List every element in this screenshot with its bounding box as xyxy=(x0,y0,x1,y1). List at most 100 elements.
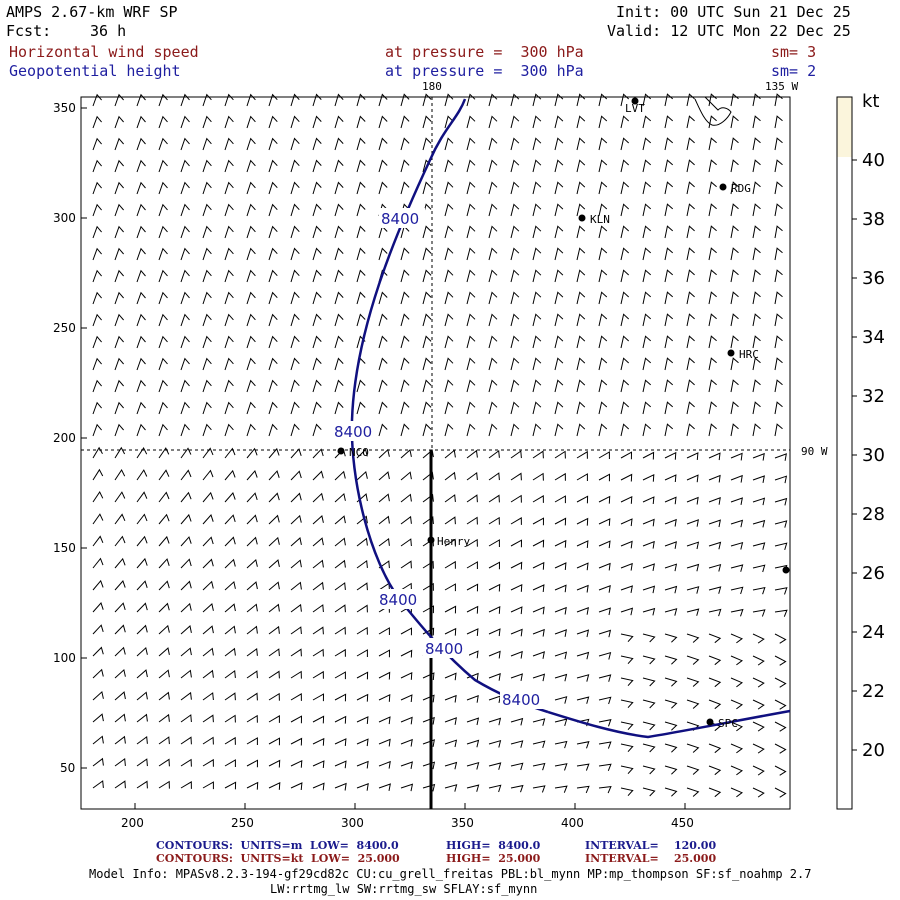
wind-barb xyxy=(180,181,190,195)
wind-barb xyxy=(246,492,258,503)
wind-barb xyxy=(92,624,104,635)
wind-barb xyxy=(664,137,674,151)
wind-barb xyxy=(290,423,300,437)
wind-barb xyxy=(158,713,170,723)
wind-barb xyxy=(576,181,586,195)
wind-barb xyxy=(466,181,476,195)
wind-barb xyxy=(378,649,391,658)
wind-barb xyxy=(488,137,498,151)
wind-barb xyxy=(510,450,522,459)
wind-barb xyxy=(136,780,148,789)
wind-barb xyxy=(444,627,457,636)
wind-barb xyxy=(708,563,722,572)
colorbar-label-38: 38 xyxy=(862,209,885,230)
wind-barb xyxy=(202,491,214,503)
wind-barb xyxy=(488,516,500,525)
wind-barb xyxy=(92,780,104,789)
wind-barb xyxy=(510,628,523,637)
wind-barb xyxy=(466,761,480,770)
wind-barb xyxy=(620,495,633,504)
wind-barb xyxy=(510,740,524,748)
forecast-hour: 36 h xyxy=(90,22,127,40)
wind-barb xyxy=(488,225,498,239)
wind-barb xyxy=(774,401,783,415)
wind-barb xyxy=(620,115,630,129)
wind-barb xyxy=(752,423,761,437)
wind-barb xyxy=(620,473,633,482)
wind-barb xyxy=(708,452,721,461)
wind-barb xyxy=(224,647,236,657)
wind-barb xyxy=(268,559,280,569)
wind-barb xyxy=(774,159,783,173)
wind-barb xyxy=(334,715,347,724)
field2-level: at pressure = 300 hPa xyxy=(385,62,584,80)
wind-barb xyxy=(620,225,630,239)
wind-barb xyxy=(356,181,366,195)
wind-barb xyxy=(378,783,391,791)
wind-barb xyxy=(664,423,674,437)
wind-barb xyxy=(400,225,410,239)
wind-barb xyxy=(532,495,544,503)
wind-barb xyxy=(114,735,126,745)
wind-barb xyxy=(92,735,104,745)
wind-barb xyxy=(202,401,212,415)
wind-barb xyxy=(488,605,501,614)
wind-barb xyxy=(532,401,542,415)
wind-barb xyxy=(686,401,695,415)
wind-barb xyxy=(730,586,744,595)
wind-barb xyxy=(444,583,456,592)
wind-barb xyxy=(158,513,170,525)
wind-barb xyxy=(510,203,520,217)
wind-barb xyxy=(554,696,568,704)
wind-barb xyxy=(642,181,652,195)
wind-barb xyxy=(136,580,148,591)
wind-barb xyxy=(158,247,168,261)
wind-barb xyxy=(422,313,432,327)
wind-barb xyxy=(92,535,104,547)
wind-barb xyxy=(180,491,192,503)
wind-barb xyxy=(752,335,761,349)
wind-barb xyxy=(730,452,743,461)
wind-barb xyxy=(180,558,192,569)
wind-barb xyxy=(686,313,695,327)
wind-barb xyxy=(510,357,520,371)
wind-barb xyxy=(114,624,126,635)
wind-barb xyxy=(730,357,739,371)
wind-barb xyxy=(642,563,655,571)
field1-smoothing: sm= 3 xyxy=(771,43,817,61)
wind-barb xyxy=(268,470,280,481)
wind-barb xyxy=(224,580,236,591)
wind-barb xyxy=(752,633,765,644)
wind-barb xyxy=(224,225,234,239)
wind-barb xyxy=(136,669,148,679)
wind-barb xyxy=(466,583,479,592)
wind-barb xyxy=(268,625,280,635)
wind-barb xyxy=(268,447,280,459)
wind-barb xyxy=(576,562,589,571)
wind-barb xyxy=(400,137,410,151)
wind-barb xyxy=(730,787,743,798)
wind-barb xyxy=(708,357,717,371)
wind-barb xyxy=(532,203,542,217)
wind-barb xyxy=(642,585,656,594)
wind-barb xyxy=(246,401,256,415)
wind-barb xyxy=(752,452,765,461)
wind-barb xyxy=(554,673,568,682)
wind-barb xyxy=(268,93,278,107)
wind-barb xyxy=(620,765,634,775)
wind-barb xyxy=(598,696,612,705)
wind-barb xyxy=(686,247,695,261)
wind-barb xyxy=(554,137,564,151)
wind-barb xyxy=(180,758,192,767)
wind-barb xyxy=(180,335,190,349)
wind-barb xyxy=(774,655,787,666)
wind-barb xyxy=(312,423,322,437)
station-label-kln: KLN xyxy=(590,213,610,226)
wind-barb xyxy=(774,357,783,371)
wind-barb xyxy=(752,743,765,754)
wind-barb xyxy=(510,93,520,107)
wind-barb xyxy=(378,760,391,769)
wind-barb xyxy=(180,647,192,657)
wind-barb xyxy=(312,247,322,261)
wind-barb xyxy=(224,247,234,261)
